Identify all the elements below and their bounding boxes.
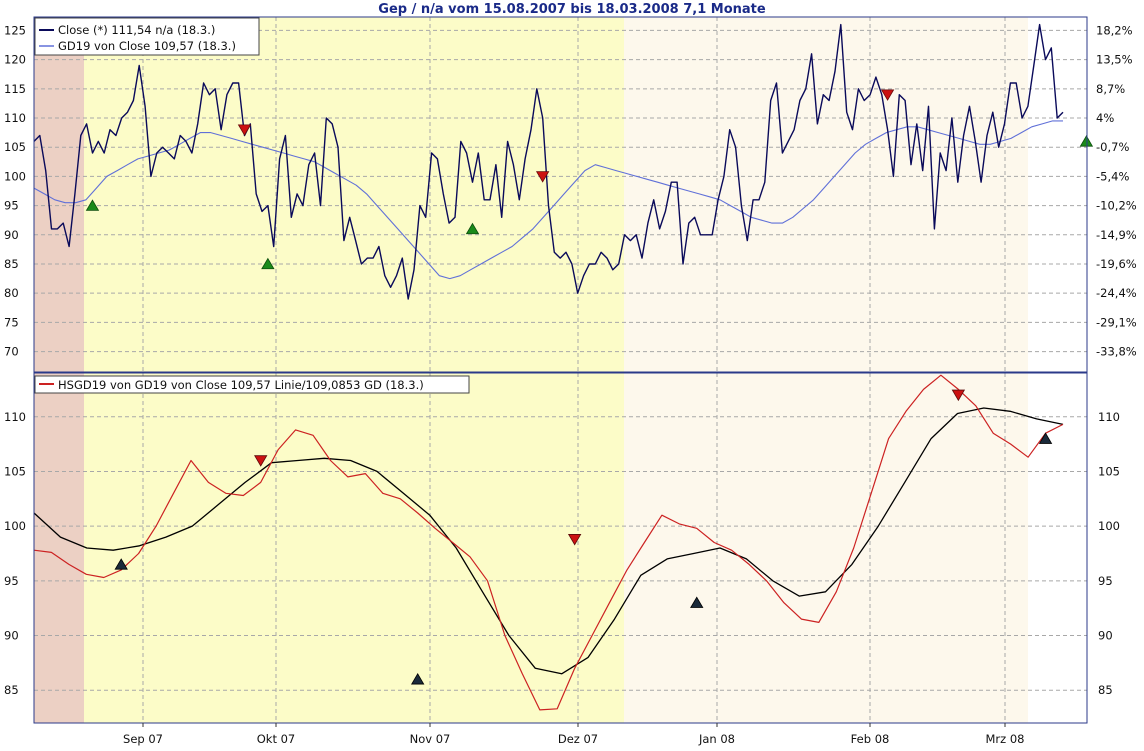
bottom-panel-zone-1 [84, 373, 624, 723]
top-panel-zone-2 [624, 17, 1028, 372]
top-y-tick-label: 85 [4, 257, 19, 271]
bottom-y2-tick-label: 85 [1098, 683, 1113, 697]
bottom-y2-tick-label: 110 [1098, 410, 1120, 424]
bottom-y2-tick-label: 95 [1098, 574, 1113, 588]
bottom-y2-tick-label: 105 [1098, 464, 1120, 478]
legend-label-gd19: GD19 von Close 109,57 (18.3.) [58, 39, 236, 53]
top-legend-box [34, 17, 260, 56]
top-y-tick-label: 95 [4, 199, 19, 213]
top-panel-zone-1 [84, 17, 624, 372]
top-y2-tick-label: -29,1% [1096, 315, 1137, 329]
bottom-buy-marker [410, 673, 425, 685]
x-tick-label: Jan 08 [698, 732, 735, 746]
bottom-panel-zone-3 [1028, 373, 1087, 723]
bottom-legend-box [34, 375, 470, 394]
top-y-tick-label: 75 [4, 315, 19, 329]
bottom-panel-zone-2 [624, 373, 1028, 723]
top-y-tick-label: 90 [4, 228, 19, 242]
series-signal-curve [33, 407, 1064, 675]
bottom-sell-marker [254, 455, 268, 467]
legend-label-close: Close (*) 111,54 n/a (18.3.) [58, 23, 215, 37]
buy-signal-marker [261, 257, 275, 270]
bottom-sell-marker [951, 389, 966, 402]
top-y2-tick-label: -5,4% [1096, 169, 1129, 183]
top-panel-frame [33, 16, 1088, 373]
x-tick-label: Dez 07 [558, 732, 598, 746]
top-y2-tick-label: -0,7% [1096, 140, 1129, 154]
x-tick-label: Feb 08 [851, 732, 890, 746]
sell-signal-marker [535, 171, 550, 183]
legend-label-hsgd19: HSGD19 von GD19 von Close 109,57 Linie/1… [58, 378, 424, 392]
bottom-y-tick-label: 85 [4, 683, 19, 697]
top-y2-tick-label: 18,2% [1096, 23, 1133, 37]
top-y-tick-label: 110 [4, 111, 26, 125]
chart-title: Gep / n/a vom 15.08.2007 bis 18.03.2008 … [378, 2, 766, 17]
top-y2-tick-label: -19,6% [1096, 257, 1137, 271]
x-tick-label: Nov 07 [410, 732, 451, 746]
top-y-tick-label: 80 [4, 286, 19, 300]
top-y2-tick-label: 13,5% [1096, 53, 1133, 67]
top-y-tick-label: 125 [4, 23, 26, 37]
bottom-buy-marker [114, 558, 128, 570]
x-tick-label: Mrz 08 [986, 732, 1025, 746]
top-y2-tick-label: 4% [1096, 111, 1114, 125]
buy-signal-marker [1079, 135, 1094, 147]
top-y2-tick-label: 8,7% [1096, 82, 1125, 96]
bottom-y-tick-label: 105 [4, 464, 26, 478]
bottom-y2-tick-label: 90 [1098, 629, 1113, 643]
top-panel-zone-0 [34, 17, 84, 372]
series-gd19-line [33, 120, 1063, 280]
top-y2-tick-label: -24,4% [1096, 286, 1137, 300]
bottom-y-tick-label: 95 [4, 574, 19, 588]
bottom-y-tick-label: 90 [4, 629, 19, 643]
top-y2-tick-label: -33,8% [1096, 345, 1137, 359]
bottom-panel-zone-0 [34, 373, 84, 723]
series-hsgd19-line [33, 374, 1064, 711]
bottom-panel-frame [33, 372, 1088, 724]
top-y-tick-label: 120 [4, 53, 26, 67]
bottom-y-tick-label: 110 [4, 410, 26, 424]
top-y-tick-label: 100 [4, 169, 26, 183]
buy-signal-marker [85, 199, 100, 211]
top-legend [34, 17, 260, 56]
top-y-tick-label: 70 [4, 345, 19, 359]
sell-signal-marker [237, 124, 252, 136]
bottom-y2-tick-label: 100 [1098, 519, 1120, 533]
top-y-tick-label: 105 [4, 140, 26, 154]
buy-signal-marker [465, 222, 480, 235]
bottom-buy-marker [690, 596, 704, 608]
x-tick-label: Okt 07 [257, 732, 296, 746]
x-tick-label: Sep 07 [123, 732, 163, 746]
top-y2-tick-label: -14,9% [1096, 228, 1137, 242]
sell-signal-marker [880, 89, 895, 101]
bottom-legend [34, 375, 470, 394]
top-y-tick-label: 115 [4, 82, 26, 96]
series-close-line [33, 23, 1064, 300]
bottom-sell-marker [567, 534, 582, 546]
bottom-y-tick-label: 100 [4, 519, 26, 533]
top-panel-zone-3 [1028, 17, 1087, 372]
top-y2-tick-label: -10,2% [1096, 199, 1137, 213]
bottom-buy-marker [1038, 432, 1053, 444]
